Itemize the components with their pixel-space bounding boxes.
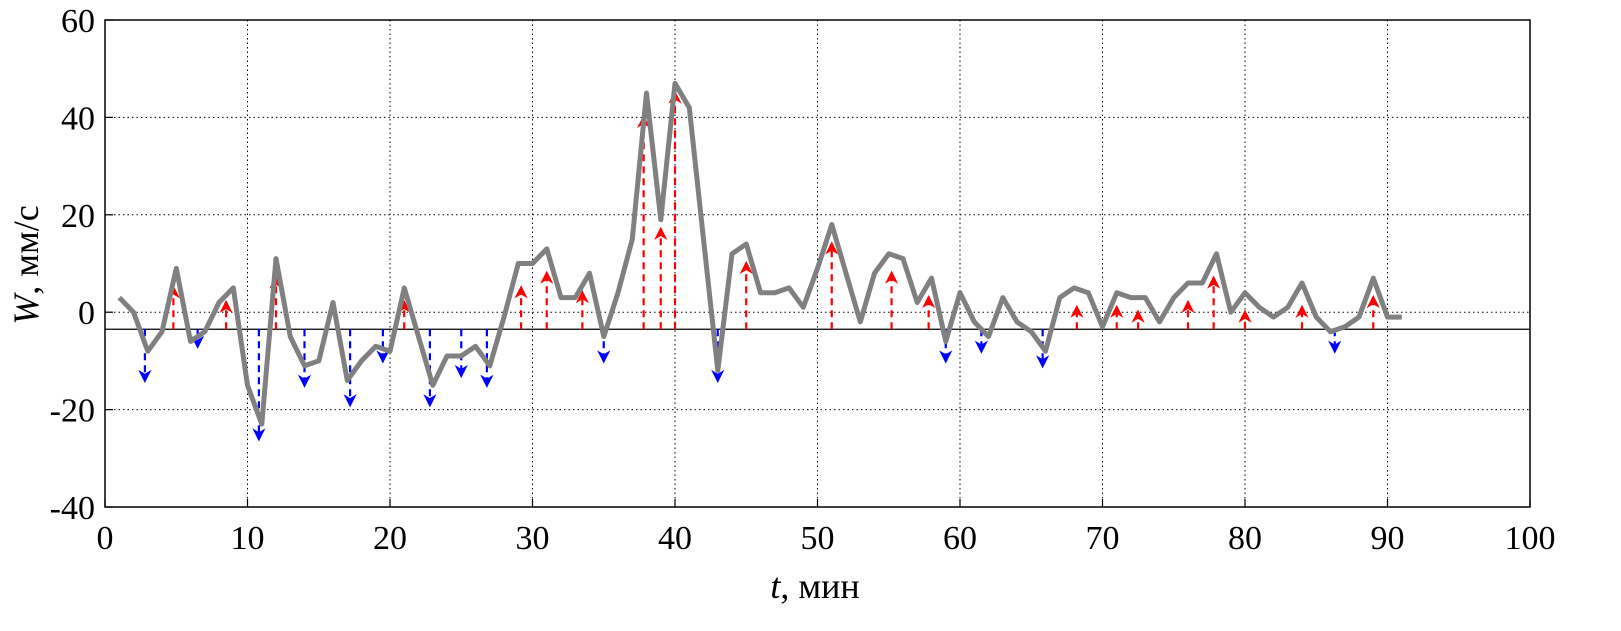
x-tick-label: 70 [1086,520,1120,557]
x-tick-label: 20 [373,520,407,557]
x-tick-labels: 0 10 20 30 40 50 60 70 80 90 100 [97,499,1556,557]
x-tick-label: 100 [1505,520,1556,557]
y-tick-label: 60 [61,3,95,40]
series-group [117,80,1402,427]
x-tick-label: 40 [658,520,692,557]
x-tick-label: 10 [231,520,265,557]
y-tick-label: 40 [61,100,95,137]
x-axis-unit: , мин [780,566,859,606]
y-axis-unit: , мм/с [6,205,46,295]
x-axis-label: t, мин [770,566,859,606]
y-tick-label: 0 [78,295,95,332]
x-tick-label: 30 [516,520,550,557]
x-tick-label: 90 [1371,520,1405,557]
y-tick-labels: -40 -20 0 20 40 60 [50,3,113,527]
x-tick-label: 50 [801,520,835,557]
x-tick-label: 60 [943,520,977,557]
series-line [117,80,1402,427]
y-tick-label: 20 [61,198,95,235]
y-tick-label: -40 [50,490,95,527]
x-axis-var: t [770,566,781,606]
y-axis-var: W [6,292,46,325]
y-tick-label: -20 [50,393,95,430]
x-tick-label: 80 [1228,520,1262,557]
arrows-group [138,90,1380,442]
x-tick-label: 0 [97,520,114,557]
y-axis-label: W, мм/с [6,205,46,325]
